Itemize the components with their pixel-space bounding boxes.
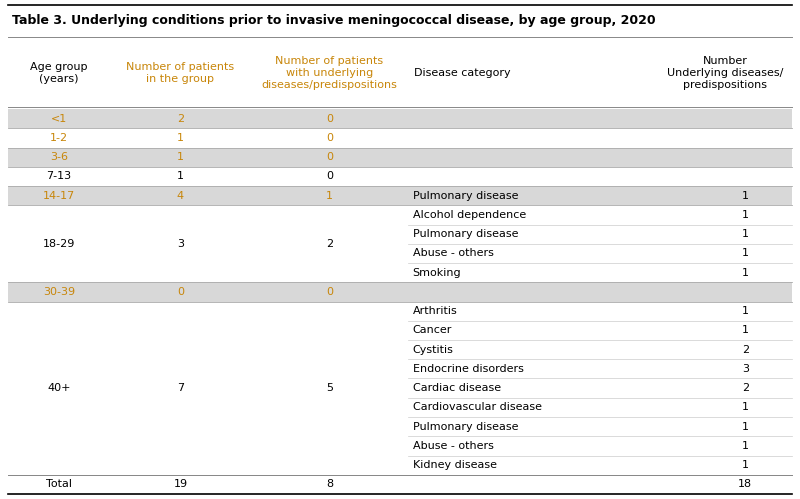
Text: 14-17: 14-17 [43, 191, 75, 201]
Bar [8, 244, 792, 263]
Text: 1: 1 [742, 325, 749, 335]
Text: 1: 1 [742, 460, 749, 470]
Text: 3: 3 [742, 364, 749, 374]
Bar [8, 263, 792, 282]
Text: 8: 8 [326, 480, 333, 490]
Bar [8, 109, 792, 128]
Text: 0: 0 [326, 114, 333, 124]
Bar [8, 148, 792, 167]
Text: <1: <1 [51, 114, 67, 124]
Text: Pulmonary disease: Pulmonary disease [413, 229, 518, 239]
Text: 18-29: 18-29 [42, 239, 75, 249]
Bar [8, 359, 792, 379]
Text: Cardiac disease: Cardiac disease [413, 383, 501, 393]
Text: Pulmonary disease: Pulmonary disease [413, 191, 518, 201]
Text: 1: 1 [742, 402, 749, 412]
Bar [8, 205, 792, 225]
Text: 0: 0 [326, 287, 333, 297]
Text: 7: 7 [177, 383, 184, 393]
Text: Cystitis: Cystitis [413, 345, 454, 355]
Text: 1: 1 [742, 306, 749, 316]
Bar [8, 301, 792, 321]
Bar [8, 282, 792, 301]
Bar [8, 128, 792, 148]
Text: Number
Underlying diseases/
predispositions: Number Underlying diseases/ predispositi… [667, 55, 783, 90]
Text: 4: 4 [177, 191, 184, 201]
Bar [8, 436, 792, 456]
Text: 1: 1 [742, 191, 749, 201]
Text: Endocrine disorders: Endocrine disorders [413, 364, 523, 374]
Text: 0: 0 [326, 152, 333, 162]
Text: 1: 1 [742, 267, 749, 277]
Bar [8, 5, 792, 37]
Text: 2: 2 [177, 114, 184, 124]
Text: Table 3. Underlying conditions prior to invasive meningococcal disease, by age g: Table 3. Underlying conditions prior to … [12, 14, 656, 27]
Text: 2: 2 [742, 383, 749, 393]
Text: Disease category: Disease category [414, 68, 511, 78]
Text: 7-13: 7-13 [46, 171, 71, 181]
Bar [8, 417, 792, 436]
Text: 1: 1 [742, 249, 749, 258]
Text: Smoking: Smoking [413, 267, 462, 277]
Text: Cardiovascular disease: Cardiovascular disease [413, 402, 542, 412]
Text: Alcohol dependence: Alcohol dependence [413, 210, 526, 220]
Bar [8, 167, 792, 186]
Text: 2: 2 [326, 239, 333, 249]
Text: Total: Total [46, 480, 72, 490]
Text: 19: 19 [174, 480, 187, 490]
Bar [8, 340, 792, 359]
Bar [8, 39, 792, 107]
Text: 1: 1 [326, 191, 333, 201]
Text: Number of patients
with underlying
diseases/predispositions: Number of patients with underlying disea… [262, 55, 398, 90]
Text: 3-6: 3-6 [50, 152, 68, 162]
Text: 18: 18 [738, 480, 753, 490]
Text: Abuse - others: Abuse - others [413, 441, 494, 451]
Text: 1: 1 [742, 229, 749, 239]
Text: Arthritis: Arthritis [413, 306, 458, 316]
Text: 1: 1 [177, 152, 184, 162]
Text: 1: 1 [742, 210, 749, 220]
Bar [8, 475, 792, 494]
Text: 1: 1 [742, 441, 749, 451]
Text: 0: 0 [177, 287, 184, 297]
Bar [8, 379, 792, 398]
Text: Abuse - others: Abuse - others [413, 249, 494, 258]
Text: 3: 3 [177, 239, 184, 249]
Text: 40+: 40+ [47, 383, 70, 393]
Bar [8, 186, 792, 205]
Text: Kidney disease: Kidney disease [413, 460, 497, 470]
Text: 5: 5 [326, 383, 333, 393]
Text: 1-2: 1-2 [50, 133, 68, 143]
Text: 30-39: 30-39 [43, 287, 75, 297]
Text: 1: 1 [177, 171, 184, 181]
Bar [8, 321, 792, 340]
Text: Pulmonary disease: Pulmonary disease [413, 422, 518, 432]
Text: 0: 0 [326, 171, 333, 181]
Bar [8, 225, 792, 244]
Text: Age group
(years): Age group (years) [30, 62, 88, 84]
Text: 1: 1 [742, 422, 749, 432]
Bar [8, 456, 792, 475]
Bar [8, 398, 792, 417]
Text: Cancer: Cancer [413, 325, 452, 335]
Text: 1: 1 [177, 133, 184, 143]
Text: 2: 2 [742, 345, 749, 355]
Text: Number of patients
in the group: Number of patients in the group [126, 62, 234, 84]
Text: 0: 0 [326, 133, 333, 143]
